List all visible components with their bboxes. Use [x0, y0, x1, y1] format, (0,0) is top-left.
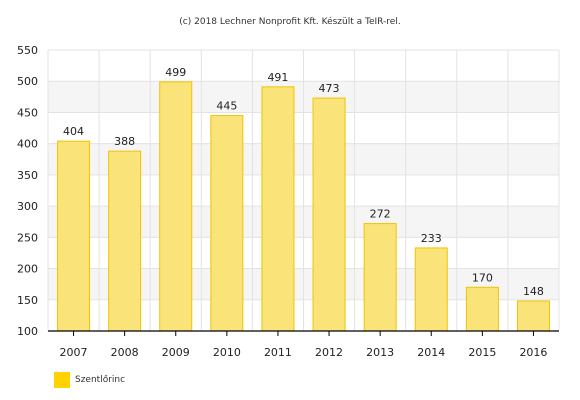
x-axis-ticks: 2007 2008 2009 2010 2011 2012 2013 2014 2015 2016 — [60, 331, 547, 359]
y-tick-label: 450 — [17, 106, 38, 119]
bar — [414, 247, 448, 332]
y-tick-label: 200 — [17, 263, 38, 276]
chart-credit: (c) 2018 Lechner Nonprofit Kft. Készült … — [179, 16, 400, 27]
x-tick-label: 2015 — [468, 346, 496, 359]
x-tick-label: 2014 — [417, 346, 445, 359]
bar — [210, 115, 244, 332]
legend-swatch — [54, 372, 70, 388]
legend: Szentlőrinc — [54, 372, 125, 388]
data-label: 445 — [216, 100, 237, 113]
x-tick-label: 2007 — [60, 346, 88, 359]
bar — [363, 223, 397, 332]
x-tick-label: 2013 — [366, 346, 394, 359]
y-axis-ticks: 100 150 200 250 300 350 400 450 500 550 — [17, 44, 38, 338]
bar — [159, 81, 193, 332]
x-tick-label: 2012 — [315, 346, 343, 359]
bar — [465, 286, 499, 332]
bar — [312, 97, 346, 332]
y-tick-label: 400 — [17, 138, 38, 151]
data-label: 499 — [165, 66, 186, 79]
data-label: 170 — [472, 271, 493, 284]
x-tick-label: 2010 — [213, 346, 241, 359]
x-tick-label: 2009 — [162, 346, 190, 359]
data-label: 388 — [114, 135, 135, 148]
bar — [57, 140, 91, 332]
y-tick-label: 150 — [17, 294, 38, 307]
data-label: 233 — [421, 232, 442, 245]
x-tick-label: 2011 — [264, 346, 292, 359]
data-label: 404 — [63, 125, 84, 138]
x-tick-label: 2008 — [111, 346, 139, 359]
x-tick-label: 2016 — [519, 346, 547, 359]
data-label: 148 — [523, 285, 544, 298]
y-tick-label: 100 — [17, 325, 38, 338]
legend-label: Szentlőrinc — [75, 375, 126, 385]
data-label: 272 — [370, 208, 391, 221]
bars — [57, 81, 550, 332]
y-tick-label: 500 — [17, 75, 38, 88]
y-tick-label: 300 — [17, 200, 38, 213]
bar — [261, 86, 295, 332]
data-labels: 404 388 499 445 491 473 272 233 170 148 — [63, 66, 544, 298]
bar — [108, 150, 142, 332]
bar — [516, 300, 550, 332]
y-tick-label: 550 — [17, 44, 38, 57]
y-tick-label: 250 — [17, 231, 38, 244]
data-label: 473 — [319, 82, 340, 95]
data-label: 491 — [267, 71, 288, 84]
y-tick-label: 350 — [17, 169, 38, 182]
